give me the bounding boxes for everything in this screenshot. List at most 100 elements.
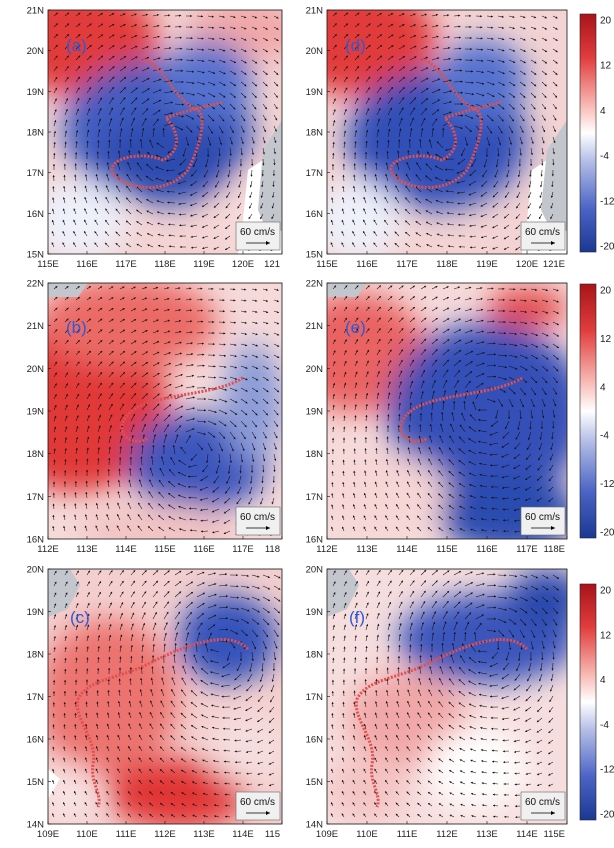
velocity-arrowhead: [206, 460, 209, 463]
velocity-arrowhead: [458, 448, 461, 451]
velocity-arrowhead: [233, 38, 236, 41]
velocity-arrowhead: [75, 130, 79, 133]
velocity-arrowhead: [146, 98, 150, 101]
velocity-arrowhead: [226, 640, 228, 643]
velocity-arrowhead: [53, 625, 56, 628]
velocity-arrowhead: [492, 205, 495, 208]
velocity-arrowhead: [377, 371, 380, 374]
velocity-arrowhead: [181, 689, 184, 692]
velocity-arrowhead: [166, 424, 169, 427]
velocity-arrowhead: [202, 247, 205, 250]
velocity-arrowhead: [515, 586, 518, 589]
velocity-arrowhead: [198, 632, 201, 635]
velocity-arrowhead: [180, 374, 183, 377]
velocity-arrowhead: [170, 122, 173, 125]
velocity-arrowhead: [201, 15, 204, 18]
velocity-arrowhead: [378, 570, 381, 573]
reference-vector-label: 60 cm/s: [240, 512, 275, 523]
velocity-arrowhead: [276, 311, 279, 314]
velocity-arrowhead: [149, 746, 152, 749]
velocity-arrowhead: [367, 317, 370, 320]
velocity-arrowhead: [344, 570, 347, 573]
velocity-arrowhead: [249, 669, 252, 672]
velocity-arrowhead: [344, 371, 347, 375]
velocity-arrowhead: [52, 691, 56, 694]
velocity-arrowhead: [468, 449, 471, 452]
velocity-arrowhead: [73, 242, 76, 245]
velocity-arrowhead: [170, 758, 173, 761]
velocity-arrowhead: [213, 205, 217, 208]
velocity-arrowhead: [468, 438, 471, 441]
velocity-arrowhead: [276, 413, 279, 416]
velocity-arrowhead: [117, 491, 120, 494]
velocity-arrowhead: [181, 792, 184, 795]
velocity-arrowhead: [225, 595, 228, 598]
reference-vector-box: [235, 506, 281, 536]
velocity-arrowhead: [525, 611, 528, 614]
velocity-arrowhead: [333, 603, 336, 606]
velocity-arrowhead: [77, 66, 81, 69]
velocity-arrowhead: [76, 581, 79, 584]
velocity-arrowhead: [190, 320, 193, 323]
velocity-arrowhead: [77, 87, 80, 90]
velocity-arrowhead: [244, 288, 247, 291]
reference-vector-box: [235, 791, 281, 821]
velocity-arrowhead: [525, 333, 528, 336]
velocity-arrowhead: [201, 320, 204, 323]
velocity-arrowhead: [169, 394, 172, 397]
velocity-arrowhead: [456, 181, 459, 184]
velocity-arrowhead: [379, 45, 382, 48]
velocity-arrowhead: [402, 87, 405, 90]
velocity-arrowhead: [53, 437, 56, 440]
velocity-arrowhead: [244, 27, 247, 30]
velocity-arrowhead: [525, 477, 528, 481]
velocity-arrowhead: [169, 57, 172, 61]
velocity-arrowhead: [225, 815, 228, 818]
velocity-arrowhead: [278, 587, 281, 590]
velocity-arrowhead: [157, 393, 160, 396]
velocity-arrowhead: [354, 152, 357, 155]
velocity-arrowhead: [342, 459, 345, 462]
velocity-arrowhead: [219, 142, 223, 145]
velocity-arrowhead: [399, 392, 402, 395]
velocity-arrowhead: [63, 492, 66, 495]
velocity-arrowhead: [354, 415, 357, 418]
velocity-arrowhead: [515, 216, 518, 219]
velocity-arrowhead: [145, 372, 148, 375]
velocity-arrowhead: [506, 175, 509, 178]
velocity-arrowhead: [62, 231, 65, 234]
velocity-arrowhead: [170, 780, 173, 783]
velocity-arrowhead: [157, 24, 160, 28]
velocity-arrowhead: [52, 481, 56, 484]
velocity-arrowhead: [63, 163, 67, 166]
velocity-arrowhead: [202, 655, 205, 659]
velocity-arrowhead: [211, 704, 214, 707]
velocity-arrowhead: [237, 206, 240, 209]
velocity-arrowhead: [257, 740, 260, 743]
velocity-arrowhead: [65, 119, 68, 122]
velocity-arrowhead: [343, 415, 346, 418]
velocity-arrowhead: [268, 741, 271, 744]
velocity-arrowhead: [76, 404, 79, 407]
velocity-arrowhead: [128, 150, 131, 153]
velocity-arrowhead: [438, 493, 441, 496]
velocity-arrowhead: [221, 685, 224, 688]
velocity-arrowhead: [110, 591, 113, 594]
velocity-arrowhead: [215, 471, 218, 474]
velocity-arrowhead: [51, 231, 54, 234]
velocity-arrowhead: [233, 646, 236, 649]
velocity-arrowhead: [244, 332, 247, 336]
panel-e: 60 cm/s (e): [326, 282, 568, 540]
velocity-arrowhead: [149, 780, 152, 783]
velocity-arrowhead: [74, 757, 77, 760]
velocity-arrowhead: [88, 404, 91, 407]
velocity-arrowhead: [532, 118, 535, 121]
velocity-arrowhead: [249, 491, 252, 494]
velocity-arrowhead: [556, 588, 559, 591]
velocity-arrowhead: [488, 143, 491, 146]
velocity-arrowhead: [130, 645, 133, 648]
velocity-arrowhead: [100, 87, 103, 90]
velocity-arrowhead: [244, 84, 247, 87]
velocity-arrowhead: [108, 656, 111, 659]
velocity-arrowhead: [454, 390, 458, 393]
